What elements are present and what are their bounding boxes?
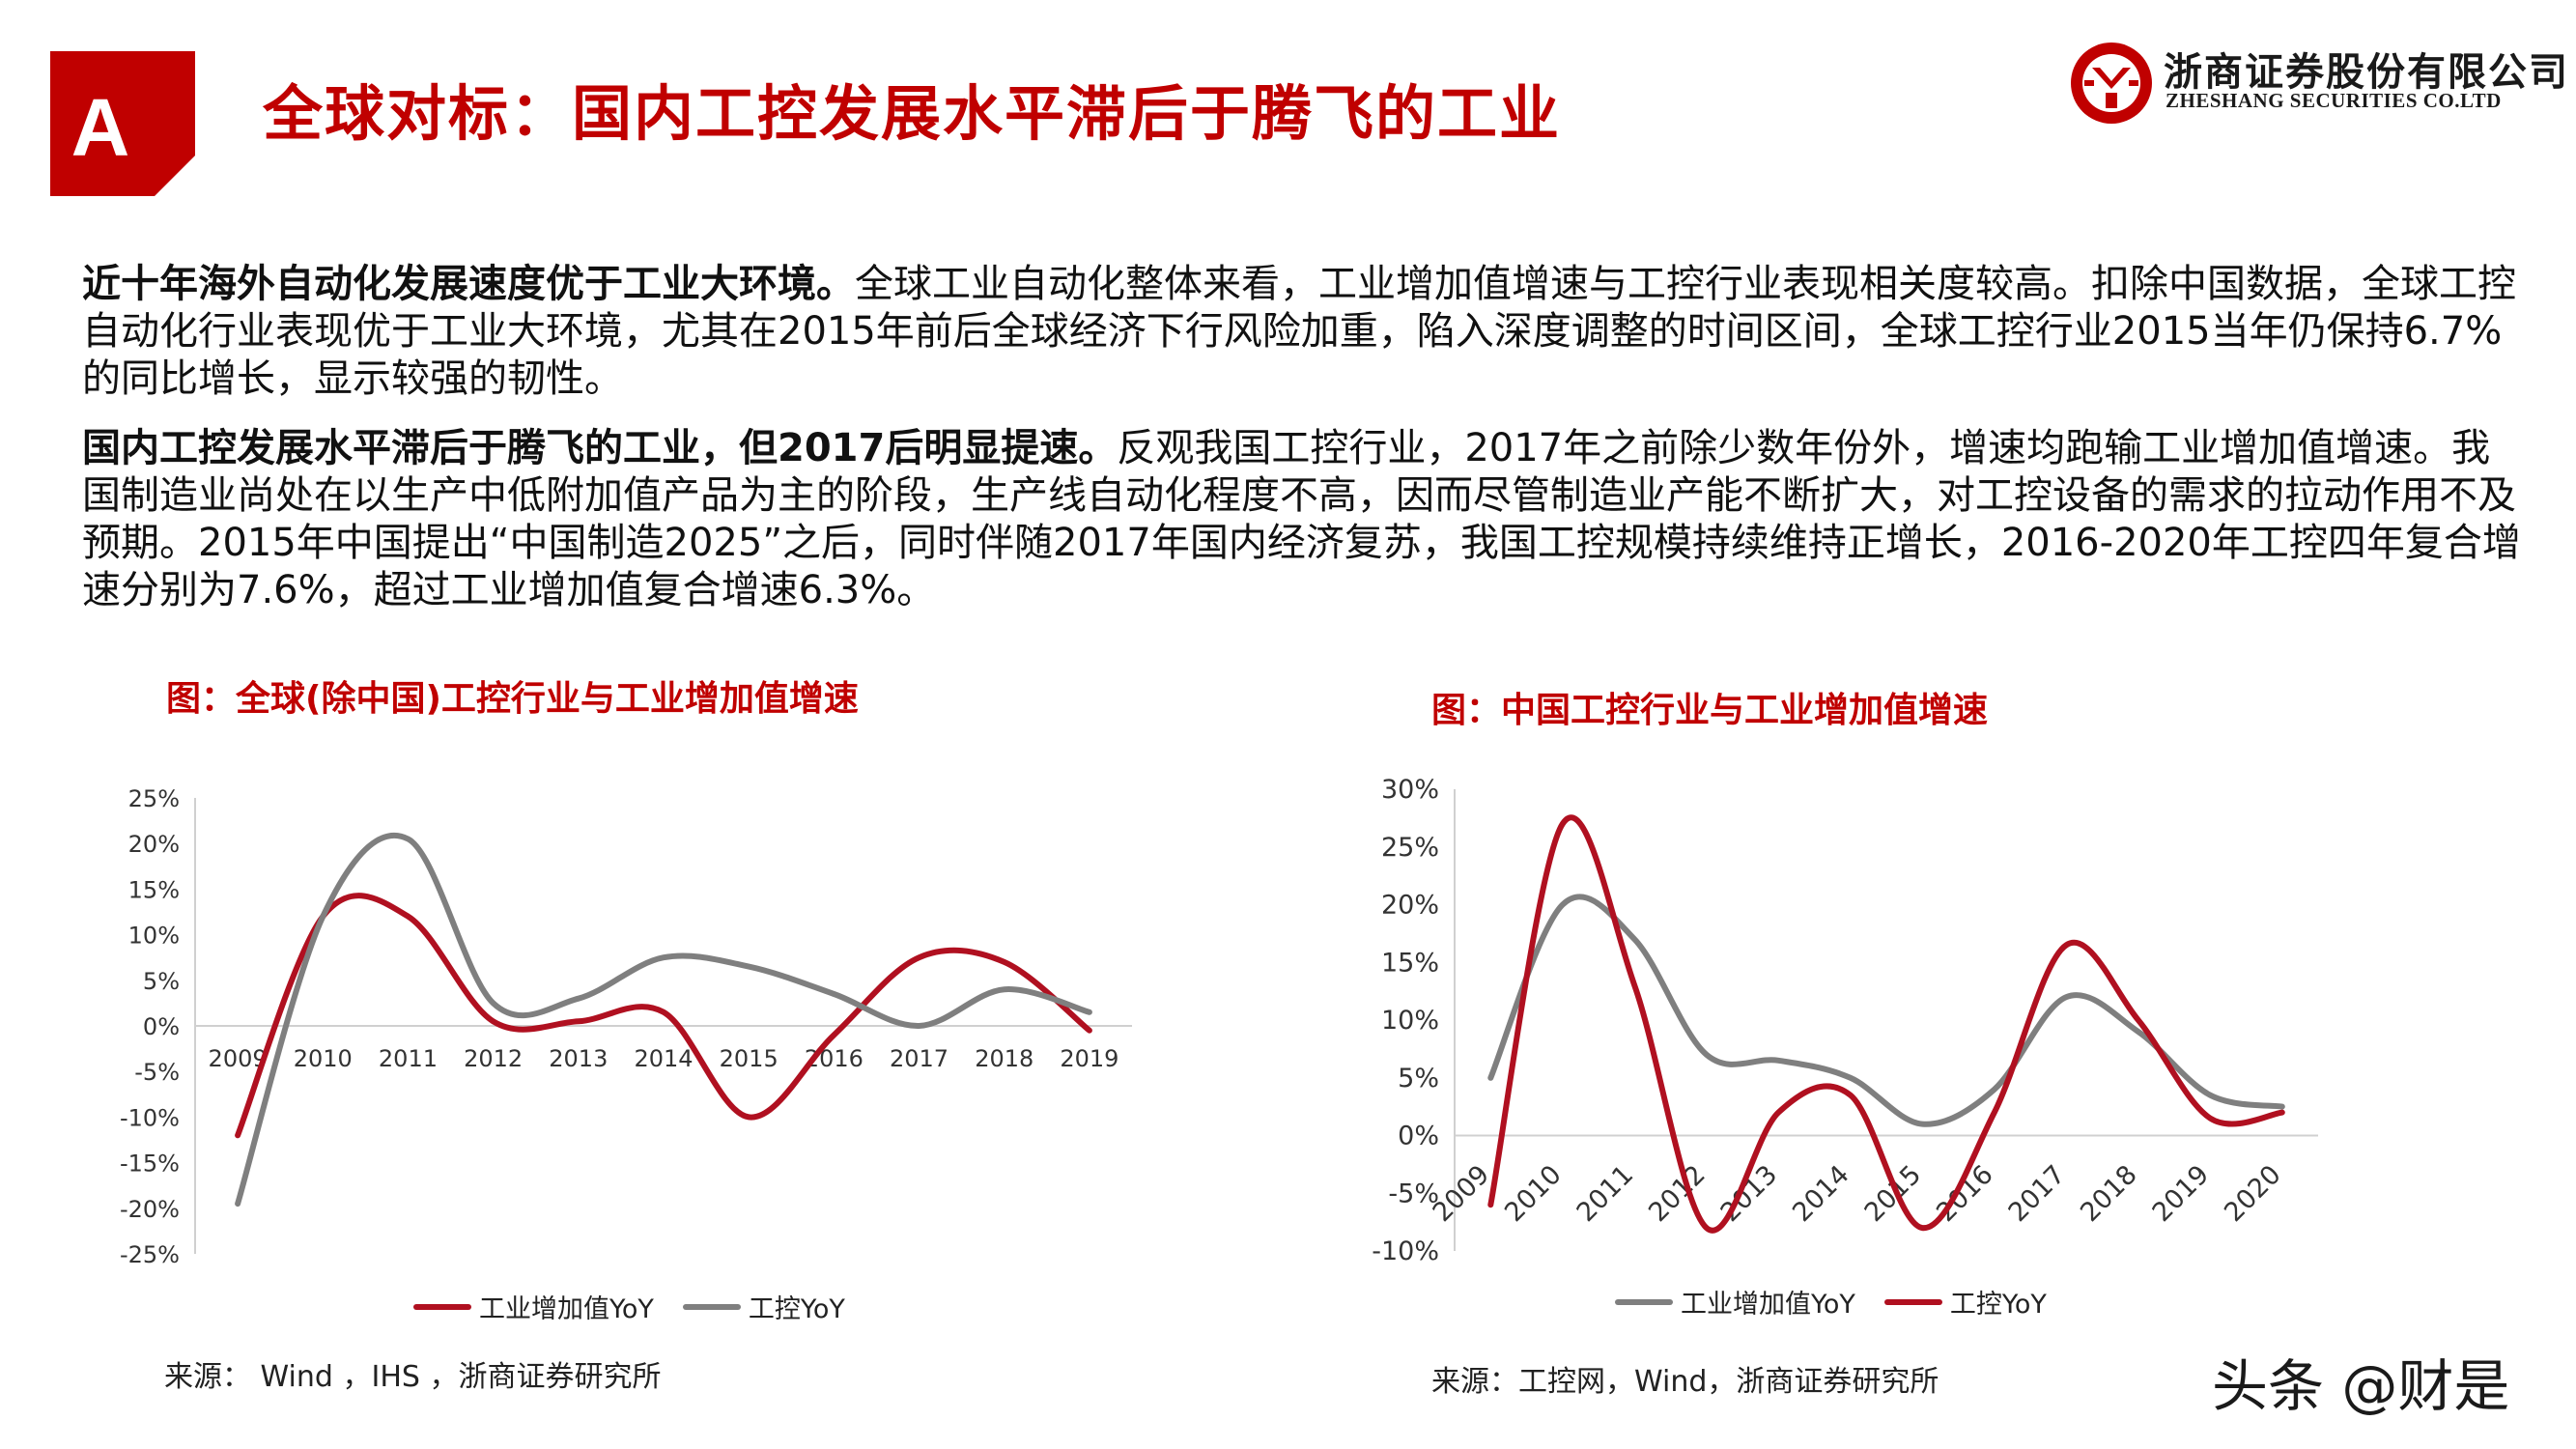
x-tick-label: 2011 <box>1571 1160 1640 1229</box>
y-tick-label: -20% <box>120 1196 180 1223</box>
y-tick-label: -5% <box>134 1059 180 1086</box>
x-tick-label: 2013 <box>549 1045 608 1072</box>
x-tick-label: 2015 <box>1859 1160 1928 1229</box>
y-tick-label: -10% <box>120 1104 180 1131</box>
legend-swatch <box>1615 1299 1673 1305</box>
legend-item: 工控YoY <box>1884 1283 2047 1321</box>
y-tick-label: 25% <box>1381 833 1439 863</box>
x-tick-label: 2012 <box>464 1045 523 1072</box>
y-tick-label: -15% <box>120 1151 180 1178</box>
series-line <box>1490 896 2282 1123</box>
x-tick-label: 2018 <box>975 1045 1033 1072</box>
legend-swatch <box>1884 1299 1942 1305</box>
legend-swatch <box>683 1304 741 1310</box>
x-tick-label: 2019 <box>1060 1045 1118 1072</box>
zheshang-logo-icon <box>2067 39 2156 128</box>
x-tick-label: 2014 <box>1787 1160 1855 1229</box>
legend-item: 工业增加值YoY <box>413 1288 654 1325</box>
y-tick-label: 25% <box>128 785 180 812</box>
y-tick-label: 10% <box>128 923 180 950</box>
watermark: 头条 @财是 <box>2212 1341 2509 1422</box>
x-tick-label: 2014 <box>634 1045 693 1072</box>
x-tick-label: 2010 <box>1499 1160 1568 1229</box>
y-tick-label: 20% <box>1381 891 1439 921</box>
y-tick-label: 15% <box>1381 948 1439 978</box>
paragraph-domestic-lead: 国内工控发展水平滞后于腾飞的工业，但2017后明显提速。 <box>82 426 1117 470</box>
x-tick-label: 2011 <box>379 1045 438 1072</box>
chart-china: 30%25%20%15%10%5%0%-5%-10%2009 2010 2011 20… <box>1352 749 2366 1270</box>
y-tick-label: -10% <box>1372 1236 1439 1266</box>
legend-item: 工业增加值YoY <box>1615 1283 1855 1321</box>
paragraph-domestic: 国内工控发展水平滞后于腾飞的工业，但2017后明显提速。反观我国工控行业，201… <box>82 425 2526 614</box>
page-title: 全球对标：国内工控发展水平滞后于腾飞的工业 <box>263 66 1561 162</box>
chart-global: 25%20%15%10%5%0%-5%-10%-15%-20%-25%2009 2… <box>97 763 1159 1265</box>
y-tick-label: -25% <box>120 1241 180 1265</box>
section-badge: A <box>50 51 195 196</box>
y-tick-label: 5% <box>143 968 180 995</box>
legend-label: 工业增加值YoY <box>1681 1283 1855 1321</box>
chart-china-legend: 工业增加值YoY 工控YoY <box>1615 1283 2076 1321</box>
y-tick-label: 0% <box>143 1013 180 1040</box>
y-tick-label: 0% <box>1398 1122 1439 1151</box>
y-tick-label: 30% <box>1381 775 1439 805</box>
legend-label: 工业增加值YoY <box>479 1288 654 1325</box>
y-tick-label: 20% <box>128 831 180 858</box>
paragraph-overseas: 近十年海外自动化发展速度优于工业大环境。全球工业自动化整体来看，工业增加值增速与… <box>82 261 2526 403</box>
y-tick-label: 10% <box>1381 1006 1439 1036</box>
legend-label: 工控YoY <box>1950 1283 2047 1321</box>
company-logo: 浙商证券股份有限公司 ZHESHANG SECURITIES CO.LTD <box>2067 39 2550 126</box>
legend-swatch <box>413 1304 471 1310</box>
x-tick-label: 2010 <box>294 1045 353 1072</box>
paragraph-overseas-lead: 近十年海外自动化发展速度优于工业大环境。 <box>82 262 855 306</box>
x-tick-label: 2018 <box>2075 1160 2143 1229</box>
chart-global-legend: 工业增加值YoY 工控YoY <box>413 1288 874 1325</box>
figure-global-source: 来源： Wind ，IHS ，浙商证券研究所 <box>164 1352 661 1395</box>
x-tick-label: 2019 <box>2147 1160 2216 1229</box>
x-tick-label: 2017 <box>890 1045 948 1072</box>
x-tick-label: 2015 <box>720 1045 778 1072</box>
y-tick-label: 5% <box>1398 1064 1439 1094</box>
company-name-en: ZHESHANG SECURITIES CO.LTD <box>2166 89 2502 113</box>
legend-label: 工控YoY <box>749 1288 845 1325</box>
x-tick-label: 2020 <box>2219 1160 2287 1229</box>
figure-china-title: 图：中国工控行业与工业增加值增速 <box>1431 682 1988 732</box>
x-tick-label: 2017 <box>2003 1160 2072 1229</box>
y-tick-label: 15% <box>128 876 180 903</box>
series-line <box>238 895 1090 1135</box>
series-line <box>238 836 1090 1204</box>
figure-global-title: 图：全球(除中国)工控行业与工业增加值增速 <box>166 670 859 721</box>
figure-china-source: 来源：工控网，Wind，浙商证券研究所 <box>1431 1357 1939 1400</box>
section-badge-letter: A <box>71 82 130 173</box>
legend-item: 工控YoY <box>683 1288 845 1325</box>
